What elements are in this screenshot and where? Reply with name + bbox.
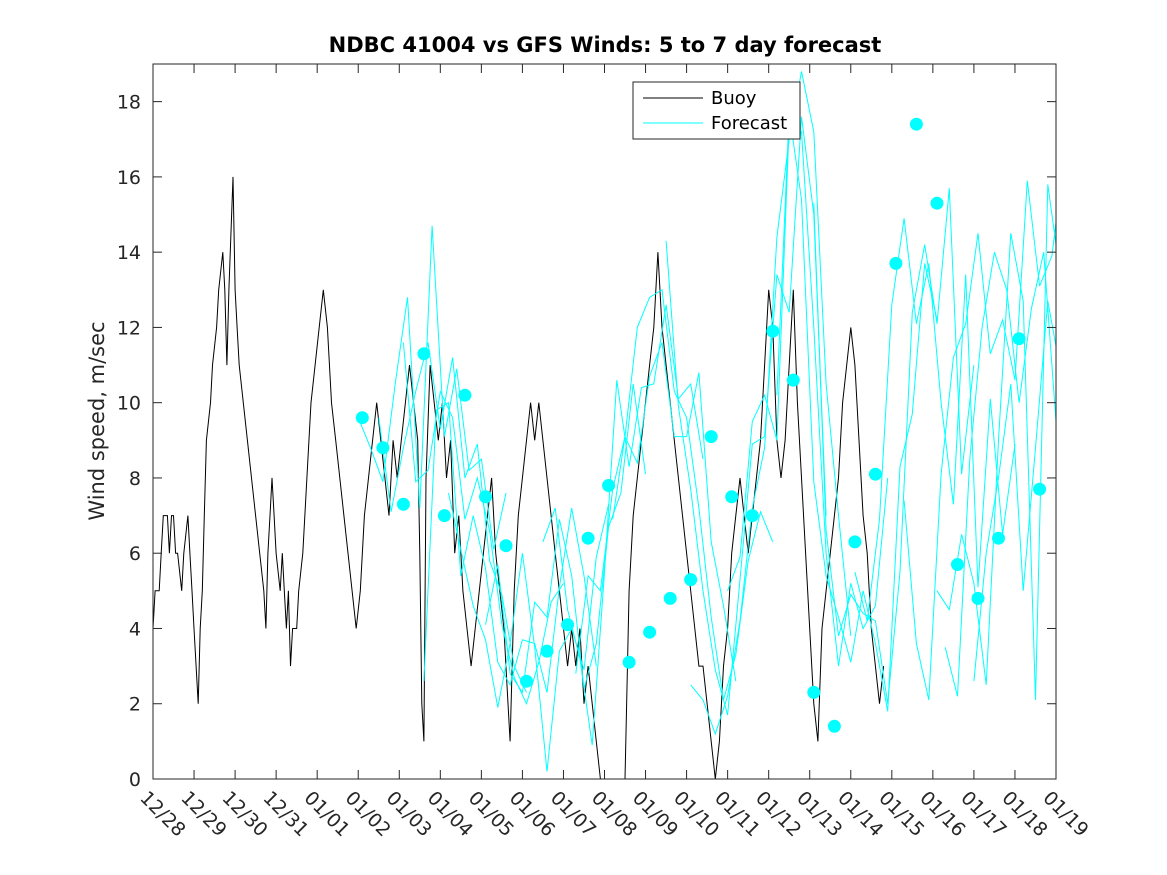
forecast-point bbox=[396, 497, 410, 511]
forecast-point bbox=[684, 573, 698, 587]
forecast-point bbox=[540, 644, 554, 658]
forecast-point bbox=[1012, 332, 1026, 346]
forecast-point bbox=[766, 324, 780, 338]
y-tick-label: 10 bbox=[117, 393, 141, 415]
y-tick-label: 4 bbox=[129, 618, 141, 640]
forecast-point bbox=[520, 674, 533, 688]
plot-background bbox=[153, 64, 1056, 779]
forecast-series-line bbox=[776, 112, 938, 712]
forecast-series-line bbox=[612, 288, 774, 701]
forecast-point bbox=[437, 509, 451, 523]
forecast-point bbox=[479, 490, 492, 504]
y-tick-label: 14 bbox=[117, 242, 141, 264]
forecast-point bbox=[868, 467, 882, 481]
forecast-series-line bbox=[903, 180, 1056, 701]
forecast-point bbox=[827, 719, 841, 733]
y-tick-label: 0 bbox=[129, 769, 141, 791]
legend-label-forecast: Forecast bbox=[711, 113, 787, 134]
forecast-point bbox=[909, 117, 923, 131]
forecast-series-line bbox=[575, 342, 737, 682]
forecast-point bbox=[499, 539, 513, 553]
forecast-point bbox=[992, 531, 1005, 545]
y-tick-label: 16 bbox=[117, 167, 141, 189]
y-tick-label: 12 bbox=[117, 317, 141, 339]
forecast-point bbox=[602, 479, 616, 492]
forecast-point bbox=[786, 373, 800, 387]
forecast-series-line bbox=[690, 71, 852, 736]
y-tick-label: 6 bbox=[129, 543, 141, 565]
forecast-point bbox=[355, 411, 369, 425]
plot-area bbox=[152, 63, 1057, 780]
forecast-point bbox=[643, 625, 657, 639]
forecast-series-line bbox=[423, 401, 597, 693]
marker-layer bbox=[355, 117, 1047, 733]
forecast-point bbox=[930, 196, 944, 210]
legend-label-buoy: Buoy bbox=[711, 88, 757, 109]
legend: Buoy Forecast bbox=[632, 81, 801, 140]
forecast-point bbox=[622, 655, 636, 669]
forecast-point bbox=[1033, 482, 1047, 496]
forecast-point bbox=[581, 531, 595, 545]
forecast-series-line bbox=[448, 492, 610, 772]
forecast-point bbox=[561, 618, 575, 632]
forecast-point bbox=[376, 441, 390, 455]
forecast-point bbox=[725, 490, 739, 504]
forecast-series-line bbox=[378, 342, 527, 693]
forecast-point bbox=[458, 388, 472, 402]
forecast-point bbox=[704, 430, 718, 444]
forecast-series-line bbox=[727, 123, 889, 667]
y-tick-label: 8 bbox=[129, 468, 141, 490]
forecast-point bbox=[417, 347, 431, 361]
forecast-series-line bbox=[665, 116, 827, 716]
forecast-series-line bbox=[485, 383, 646, 694]
forecast-point bbox=[848, 535, 862, 549]
forecast-series-line bbox=[973, 301, 1056, 682]
forecast-point bbox=[663, 591, 677, 605]
forecast-point bbox=[951, 558, 964, 571]
y-tick-label: 2 bbox=[129, 694, 141, 716]
forecast-point bbox=[745, 509, 759, 523]
y-tick-label: 18 bbox=[117, 92, 141, 114]
forecast-series-line bbox=[854, 218, 1016, 622]
forecast-series-line bbox=[813, 188, 975, 704]
forecast-point bbox=[889, 256, 903, 270]
forecast-series-line bbox=[944, 252, 1056, 697]
legend-box bbox=[632, 81, 801, 140]
forecast-point bbox=[971, 591, 985, 605]
forecast-point bbox=[807, 685, 821, 699]
y-axis: 0 2 4 6 8 10 12 14 16 18 bbox=[117, 92, 1056, 791]
forecast-series-line bbox=[357, 225, 507, 550]
y-axis-label: Wind speed, m/sec bbox=[85, 321, 109, 520]
chart-title: NDBC 41004 vs GFS Winds: 5 to 7 day fore… bbox=[329, 33, 882, 57]
series-layer bbox=[153, 71, 1056, 779]
buoy-series-line bbox=[153, 176, 885, 779]
